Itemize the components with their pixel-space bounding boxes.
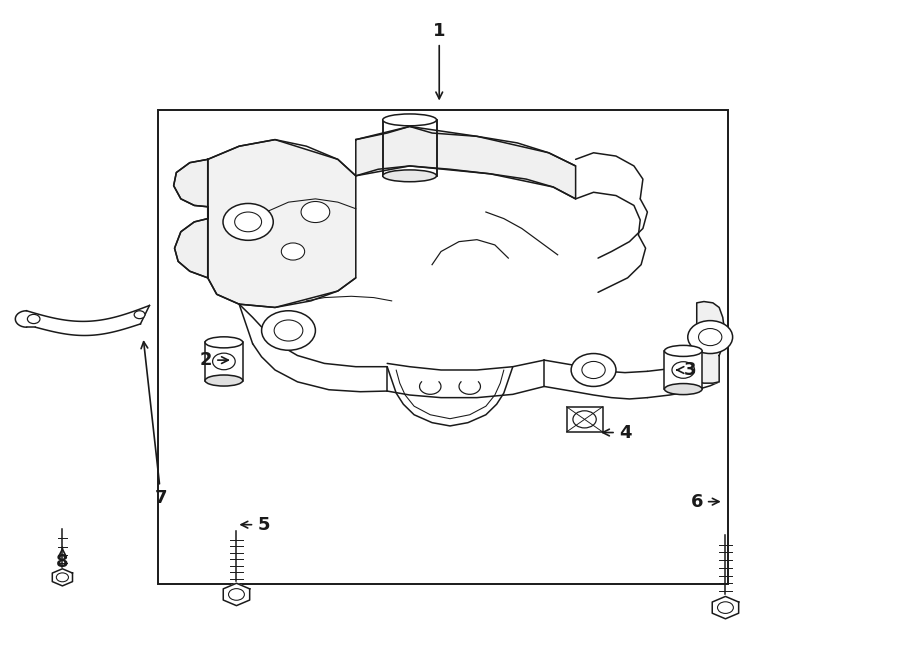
Text: 7: 7 [141,342,167,508]
Circle shape [223,204,274,241]
Circle shape [688,321,733,354]
Text: 1: 1 [433,22,446,98]
Circle shape [698,329,722,346]
Circle shape [282,243,305,260]
Text: 5: 5 [241,516,270,533]
Circle shape [27,315,40,324]
Polygon shape [52,568,73,586]
Ellipse shape [664,383,702,395]
Circle shape [302,202,329,223]
Ellipse shape [382,170,436,182]
Circle shape [274,320,303,341]
Bar [158,110,728,584]
Circle shape [212,353,235,369]
Circle shape [235,212,262,232]
Circle shape [57,573,68,582]
Polygon shape [208,139,356,307]
Text: 6: 6 [690,492,719,511]
Bar [205,342,243,381]
Ellipse shape [205,337,243,348]
Polygon shape [356,126,576,199]
Ellipse shape [664,346,702,356]
Text: 3: 3 [677,361,697,379]
Polygon shape [697,301,724,383]
Bar [567,407,602,432]
Polygon shape [15,305,149,336]
Text: 8: 8 [56,547,68,571]
Ellipse shape [382,114,436,126]
Circle shape [229,589,245,600]
Circle shape [134,311,145,319]
Circle shape [573,410,596,428]
Circle shape [572,354,616,387]
Text: 4: 4 [603,424,631,442]
Ellipse shape [205,375,243,386]
Polygon shape [174,159,208,278]
Circle shape [582,362,605,379]
Bar [664,351,702,389]
Circle shape [262,311,315,350]
Polygon shape [712,596,739,619]
Circle shape [717,602,734,613]
Polygon shape [223,583,249,605]
Circle shape [672,362,695,378]
Text: 2: 2 [200,351,229,369]
